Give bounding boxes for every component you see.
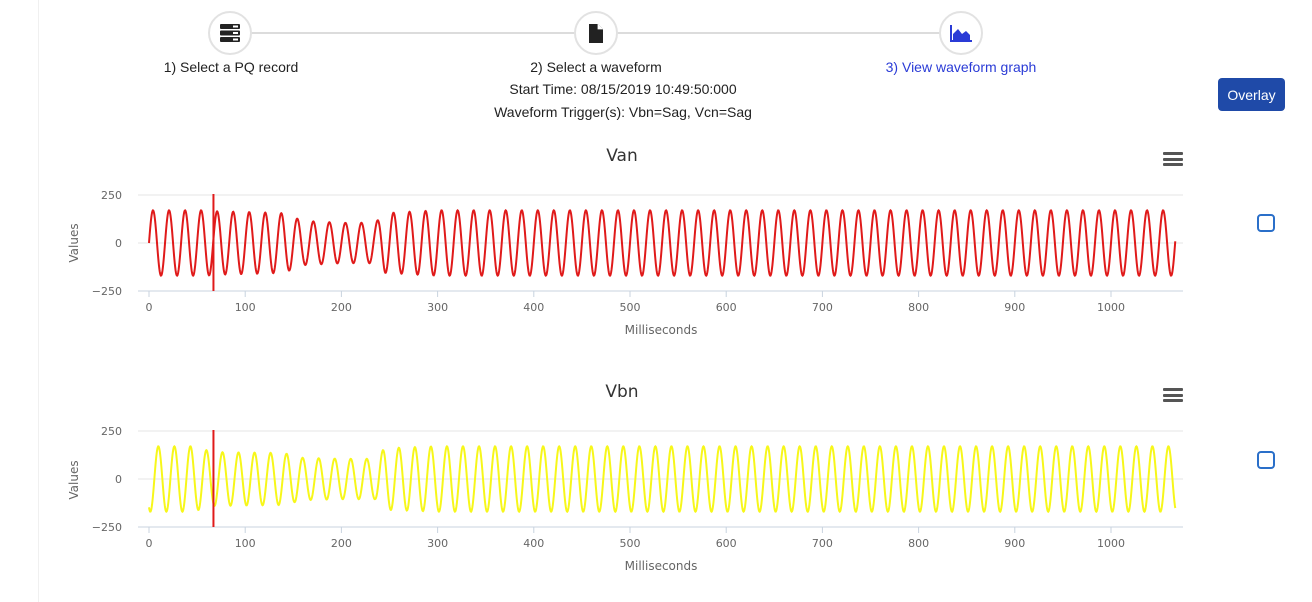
vbn-chart-menu-icon[interactable] — [1163, 388, 1183, 402]
van-chart-menu-icon[interactable] — [1163, 152, 1183, 166]
step-3-label[interactable]: 3) View waveform graph — [885, 59, 1037, 75]
vbn-x-tick-label: 1000 — [1097, 537, 1125, 550]
van-y-axis-title: Values — [67, 223, 81, 262]
vbn-y-tick-label: −250 — [92, 521, 122, 534]
vbn-chart: 0 100 200 300 400 500 600 700 800 900 1000 250 0 −25… — [67, 382, 1183, 573]
vbn-y-tick-label: 250 — [101, 425, 122, 438]
van-x-tick-label: 200 — [331, 301, 352, 314]
van-x-tick-label: 1000 — [1097, 301, 1125, 314]
van-waveform-line — [148, 208, 1177, 278]
waveform-triggers-text: Waveform Trigger(s): Vbn=Sag, Vcn=Sag — [494, 104, 752, 120]
overlay-button[interactable]: Overlay — [1218, 78, 1285, 111]
vbn-x-tick-label: 700 — [812, 537, 833, 550]
van-x-axis-title: Milliseconds — [625, 323, 698, 337]
van-x-tick-label: 800 — [908, 301, 929, 314]
van-y-tick-label: −250 — [92, 285, 122, 298]
van-x-tick-label: 400 — [523, 301, 544, 314]
step-2-button[interactable] — [574, 11, 618, 55]
step-3-button[interactable] — [939, 11, 983, 55]
van-x-tick-label: 100 — [235, 301, 256, 314]
vbn-x-tick-label: 400 — [523, 537, 544, 550]
van-chart: 0 100 200 300 400 500 600 700 800 900 1000 250 0 −25… — [67, 146, 1183, 337]
vbn-y-axis-title: Values — [67, 460, 81, 499]
vbn-x-tick-label: 800 — [908, 537, 929, 550]
vbn-y-tick-label: 0 — [115, 473, 122, 486]
van-select-checkbox[interactable] — [1257, 214, 1275, 232]
vbn-x-tick-label: 900 — [1004, 537, 1025, 550]
vbn-x-tick-label: 300 — [427, 537, 448, 550]
vbn-x-tick-label: 200 — [331, 537, 352, 550]
area-chart-icon — [950, 25, 972, 42]
vbn-x-axis-title: Milliseconds — [625, 559, 698, 573]
van-x-tick-label: 600 — [716, 301, 737, 314]
van-y-tick-label: 0 — [115, 237, 122, 250]
van-x-tick-label: 500 — [620, 301, 641, 314]
van-grid — [138, 194, 1183, 292]
vbn-grid — [138, 430, 1183, 528]
step-2-label[interactable]: 2) Select a waveform — [530, 59, 662, 75]
vbn-select-checkbox[interactable] — [1257, 451, 1275, 469]
step-1-label[interactable]: 1) Select a PQ record — [163, 59, 299, 75]
van-x-tick-label: 0 — [146, 301, 153, 314]
van-x-tick-label: 700 — [812, 301, 833, 314]
van-x-tick-label: 900 — [1004, 301, 1025, 314]
vbn-chart-title: Vbn — [605, 382, 638, 402]
start-time-text: Start Time: 08/15/2019 10:49:50:000 — [509, 81, 737, 97]
vbn-waveform-line — [148, 444, 1177, 513]
vbn-x-tick-label: 500 — [620, 537, 641, 550]
wizard-steps: 1) Select a PQ record 2) Select a wavefo… — [0, 0, 1312, 130]
step-1-button[interactable] — [208, 11, 252, 55]
file-icon — [589, 23, 603, 43]
server-icon — [220, 24, 240, 42]
vbn-x-tick-label: 0 — [146, 537, 153, 550]
vbn-x-tick-label: 100 — [235, 537, 256, 550]
van-chart-title: Van — [606, 146, 638, 166]
vbn-x-tick-label: 600 — [716, 537, 737, 550]
van-x-tick-label: 300 — [427, 301, 448, 314]
page-edge-divider — [38, 0, 39, 602]
van-y-tick-label: 250 — [101, 189, 122, 202]
